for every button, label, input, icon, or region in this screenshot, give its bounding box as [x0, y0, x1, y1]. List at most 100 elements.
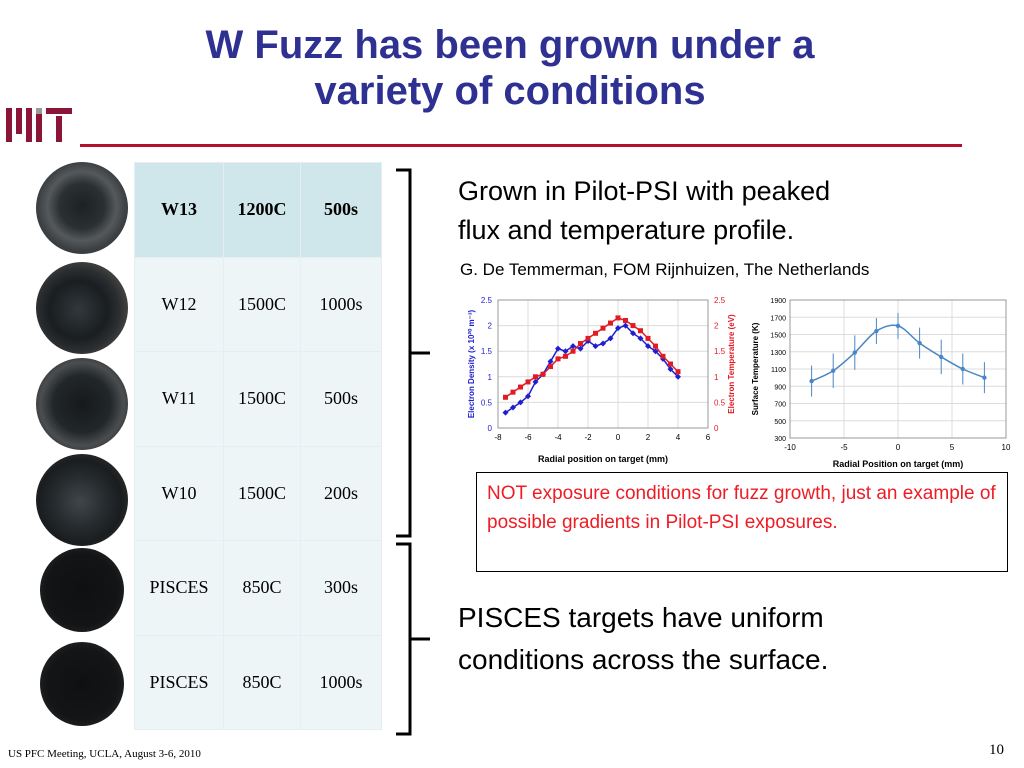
density-data-point: [592, 343, 599, 350]
surface-data-point: [809, 378, 814, 384]
surface-data-point: [939, 354, 944, 360]
chart-y-tick-label: 1700: [770, 315, 786, 322]
table-cell: 1200C: [223, 162, 301, 258]
title-underline: [80, 144, 962, 147]
electron-profile-chart: -8 -6 -4 -2 0 2 4 600.511.522.500.511.522.5 Rad…: [467, 296, 736, 464]
density-data-point: [607, 335, 614, 342]
chart-x-axis-label: Radial position on target (mm): [538, 454, 668, 464]
chart-x-tick-label: 6: [706, 433, 711, 442]
table-cell: 300s: [300, 540, 382, 636]
chart-plot-frame: [497, 299, 709, 429]
footer-text: US PFC Meeting, UCLA, August 3-6, 2010: [8, 748, 201, 760]
density-data-point: [630, 330, 636, 337]
chart-y-tick-label: 2: [488, 322, 493, 331]
table-cell: 1500C: [223, 351, 301, 447]
density-data-point: [562, 348, 569, 355]
chart-x-tick-label: 4: [676, 433, 681, 442]
temperature-data-point: [555, 356, 561, 362]
temperature-data-point: [510, 389, 516, 395]
surface-temperature-chart: -10 -5 0 5 10 300 500 700 900 1100 1300 1500 1700 190…: [752, 298, 1011, 469]
chart-x-tick-label: 10: [1002, 443, 1011, 452]
density-data-point: [615, 325, 621, 332]
temperature-data-point: [570, 348, 576, 354]
pilot-psi-description: Grown in Pilot-PSI with peaked flux and …: [458, 176, 831, 245]
table-cell: W10: [134, 445, 224, 541]
surface-data-point: [874, 328, 879, 334]
brace-pilot-psi: [396, 168, 430, 538]
chart-y-tick-label: 1300: [770, 350, 786, 357]
table-cell: W13: [134, 162, 224, 258]
table-cell: W11: [134, 351, 224, 447]
sample-photo-pisces-1000s: [40, 642, 124, 726]
chart-y2-axis-label: Electron Temperature (eV): [727, 314, 736, 414]
chart-x-tick-label: 2: [646, 433, 651, 442]
sample-photo-w10: [36, 454, 128, 546]
surface-data-point: [852, 350, 857, 355]
chart-y-tick-label: 0.5: [481, 398, 493, 407]
chart-x-tick-label: -8: [494, 433, 502, 442]
temperature-series-line: [505, 317, 679, 398]
table-row: W13 1200C 500s: [134, 162, 382, 258]
temperature-data-point: [645, 335, 651, 341]
density-data-point: [547, 358, 554, 365]
chart-y-tick-label: 1900: [770, 298, 786, 305]
chart-x-tick-label: -4: [554, 433, 562, 442]
chart-y2-tick-label: 2: [714, 322, 719, 331]
density-data-point: [622, 322, 629, 329]
brace-pisces: [396, 542, 430, 736]
table-cell: 1500C: [223, 445, 301, 541]
temperature-data-point: [503, 394, 508, 400]
temperature-data-point: [623, 317, 628, 323]
chart-y-tick-label: 0: [488, 424, 493, 433]
table-cell: 500s: [300, 351, 382, 447]
temperature-data-point: [548, 364, 553, 370]
chart-y-tick-label: 1500: [770, 333, 786, 340]
chart-x-tick-label: -5: [840, 443, 848, 452]
temperature-data-point: [563, 353, 568, 359]
temperature-data-point: [660, 353, 666, 359]
table-cell: 1500C: [223, 256, 301, 352]
table-cell: 1000s: [300, 256, 382, 352]
table-cell: W12: [134, 256, 224, 352]
chart-y-tick-label: 1.5: [481, 347, 493, 356]
temperature-data-point: [615, 315, 621, 321]
density-data-point: [510, 404, 516, 411]
temperature-data-point: [668, 361, 673, 367]
density-data-point: [652, 348, 659, 355]
density-data-point: [525, 393, 531, 400]
table-row: PISCES 850C 300s: [134, 540, 382, 636]
chart-y-tick-label: 500: [774, 419, 786, 426]
slide-title: W Fuzz has been grown under a variety of…: [205, 23, 815, 113]
temperature-data-point: [600, 325, 606, 331]
temperature-data-point: [578, 341, 583, 347]
temperature-data-point: [533, 374, 538, 380]
chart-y-axis-label: Electron Density (x 10²⁰ m⁻³): [467, 309, 476, 418]
chart-y2-tick-label: 1.5: [714, 347, 726, 356]
density-data-point: [555, 345, 561, 352]
chart-x-tick-label: -6: [524, 433, 532, 442]
table-cell: 850C: [223, 540, 301, 636]
sample-photo-w12: [36, 262, 128, 354]
density-data-point: [585, 337, 591, 344]
temperature-data-point: [593, 330, 598, 336]
chart-y-tick-label: 300: [774, 436, 786, 443]
surface-data-point: [982, 375, 987, 380]
temperature-data-point: [630, 323, 636, 329]
density-data-point: [645, 343, 651, 350]
surface-data-point: [917, 340, 922, 346]
chart-y-tick-label: 900: [774, 384, 786, 391]
temperature-data-point: [585, 335, 591, 341]
temperature-data-point: [608, 320, 613, 326]
chart-x-axis-label: Radial Position on target (mm): [833, 459, 964, 469]
density-data-point: [577, 345, 584, 352]
chart-x-tick-label: -2: [584, 433, 592, 442]
page-number: 10: [989, 742, 1004, 758]
chart-x-tick-label: 0: [616, 433, 621, 442]
density-data-point: [675, 373, 681, 380]
surface-data-point: [831, 368, 836, 373]
sample-photo-w11: [36, 358, 128, 450]
density-data-point: [637, 335, 644, 342]
surface-data-point: [895, 323, 901, 329]
pilot-psi-credit: G. De Temmerman, FOM Rijnhuizen, The Net…: [460, 260, 870, 279]
table-cell: 1000s: [300, 634, 382, 730]
